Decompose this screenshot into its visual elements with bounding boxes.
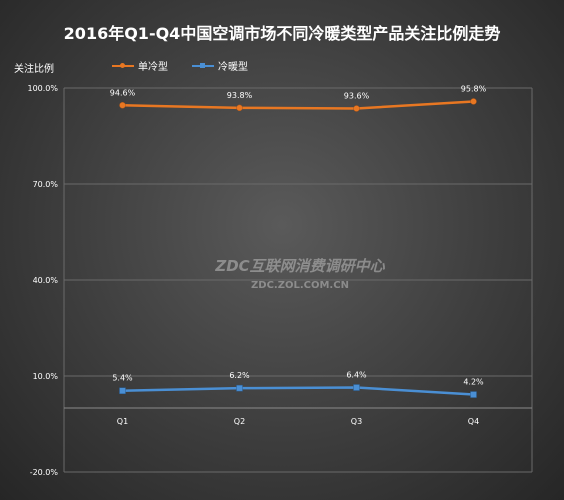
data-label: 4.2% <box>463 378 484 387</box>
legend-swatch-series-1 <box>112 62 134 68</box>
y-tick-label: -20.0% <box>30 468 59 477</box>
x-tick-label: Q4 <box>468 417 479 426</box>
watermark-main: ZDC互联网消费调研中心 <box>215 257 385 275</box>
legend-swatch-series-2 <box>192 62 214 68</box>
y-tick-label: 40.0% <box>33 276 59 285</box>
x-tick-label: Q1 <box>117 417 128 426</box>
data-label: 5.4% <box>112 374 133 383</box>
data-point <box>119 387 126 394</box>
data-label: 95.8% <box>461 84 487 93</box>
data-point <box>236 104 243 112</box>
y-axis-label: 关注比例 <box>14 64 54 75</box>
legend-item-series-2: 冷暖型 <box>192 58 248 73</box>
data-label: 94.6% <box>110 88 136 97</box>
y-tick-label: 100.0% <box>27 84 58 93</box>
legend-label-series-2: 冷暖型 <box>218 62 248 73</box>
data-point <box>470 98 477 105</box>
data-label: 93.6% <box>344 91 370 100</box>
data-point <box>236 384 243 392</box>
watermark-sub: ZDC.ZOL.COM.CN <box>251 280 349 291</box>
legend-item-series-1: 单冷型 <box>112 58 168 73</box>
data-label: 93.8% <box>227 91 253 100</box>
y-tick-label: 70.0% <box>33 180 59 189</box>
data-point <box>353 384 360 391</box>
chart-title: 2016年Q1-Q4中国空调市场不同冷暖类型产品关注比例走势 <box>63 24 501 43</box>
data-label: 6.4% <box>346 371 367 380</box>
x-tick-label: Q3 <box>351 417 362 426</box>
data-point <box>119 102 126 109</box>
chart-legend: 单冷型 冷暖型 <box>112 58 248 73</box>
data-label: 6.2% <box>229 371 250 380</box>
data-point <box>353 105 360 112</box>
series-line-1 <box>121 100 475 110</box>
data-point <box>470 391 477 398</box>
watermark: ZDC互联网消费调研中心 ZDC.ZOL.COM.CN <box>200 255 400 291</box>
series-line-2 <box>121 386 475 396</box>
legend-label-series-1: 单冷型 <box>138 62 168 73</box>
y-tick-label: 10.0% <box>33 372 59 381</box>
x-tick-label: Q2 <box>234 417 245 426</box>
